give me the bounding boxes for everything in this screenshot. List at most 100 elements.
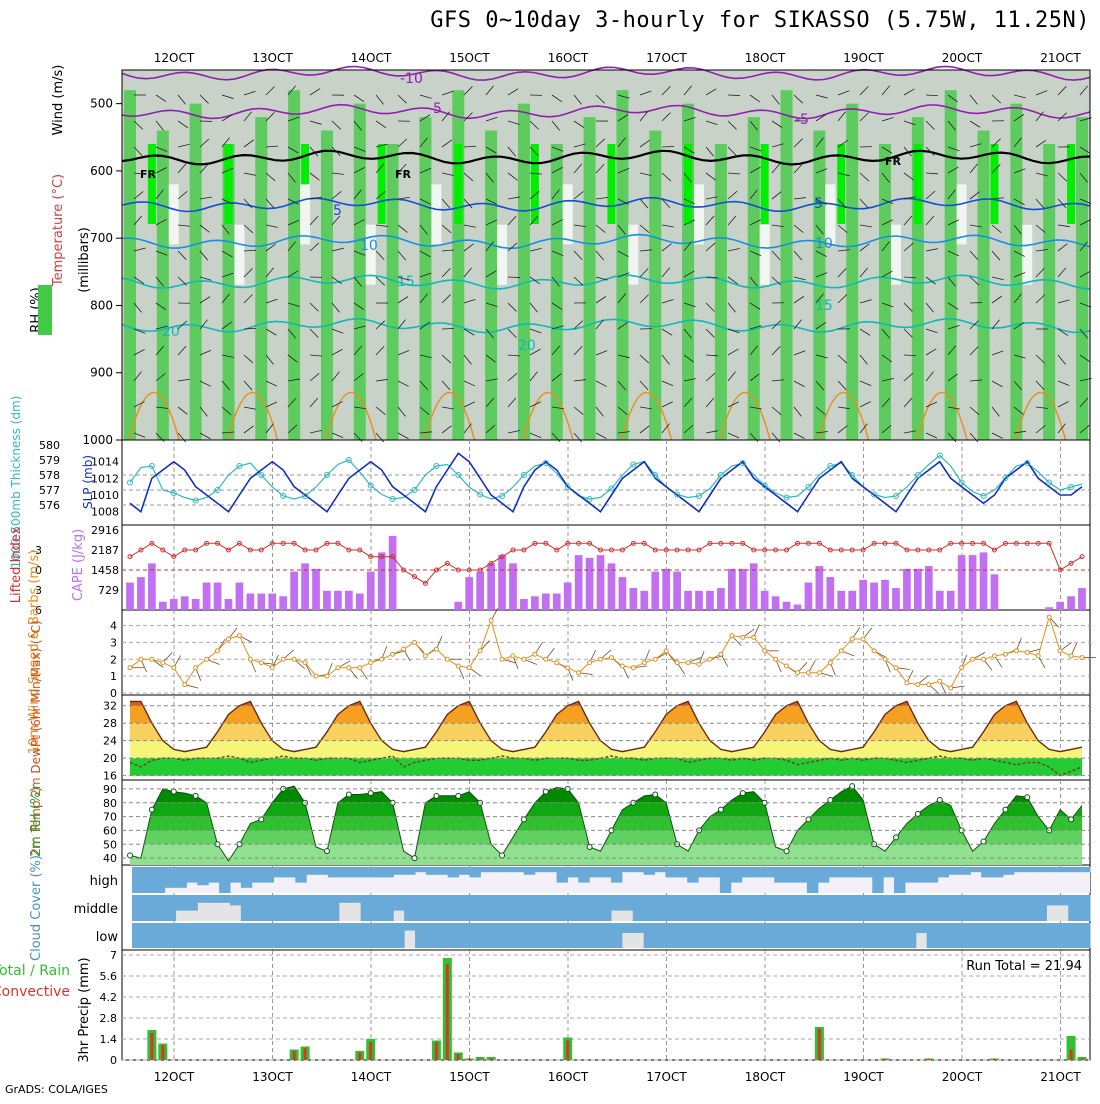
wind-speed-point bbox=[992, 654, 996, 658]
cloud-bar bbox=[687, 923, 698, 948]
cloud-bar bbox=[241, 867, 252, 888]
wind-barb bbox=[728, 95, 740, 96]
cloud-bar bbox=[720, 867, 731, 893]
precip-convective-bar bbox=[304, 1048, 307, 1060]
cape-bar bbox=[816, 566, 824, 610]
contour-label: 5 bbox=[333, 203, 342, 219]
precip-convective-bar bbox=[993, 1059, 996, 1061]
cloud-bar bbox=[524, 923, 535, 948]
precip-convective-bar bbox=[358, 1053, 361, 1061]
cloud-bar bbox=[927, 895, 938, 921]
cloud-bar bbox=[1003, 895, 1014, 921]
cloud-bar bbox=[372, 895, 383, 921]
cape-bar bbox=[323, 591, 331, 610]
precip-convective-bar bbox=[457, 1054, 460, 1060]
cloud-bar bbox=[1036, 895, 1047, 921]
panel-frame-li bbox=[122, 525, 1090, 610]
cape-bar bbox=[662, 569, 670, 610]
cloud-bar bbox=[1003, 923, 1014, 948]
rh-column bbox=[584, 117, 596, 440]
cloud-layer-label: high bbox=[90, 874, 118, 889]
panel-axis-title: CAPE (J/kg) bbox=[71, 529, 86, 601]
cloud-bar bbox=[274, 895, 285, 921]
cloud-bar bbox=[426, 867, 437, 875]
rh-point bbox=[718, 807, 723, 812]
cloud-bar bbox=[263, 923, 274, 948]
wind-speed-point bbox=[391, 652, 395, 656]
cloud-bar bbox=[709, 923, 720, 948]
cloud-bar bbox=[742, 895, 753, 921]
thickness-tick-label: 576 bbox=[39, 499, 60, 512]
wind-speed-point bbox=[336, 666, 340, 670]
cape-tick-label: 2187 bbox=[91, 544, 119, 557]
cape-bar bbox=[356, 594, 364, 610]
cloud-bar bbox=[393, 923, 404, 948]
cape-bar bbox=[597, 555, 605, 610]
cape-bar bbox=[651, 572, 659, 610]
cloud-bar bbox=[861, 923, 872, 948]
rh-dry-cell bbox=[497, 225, 507, 285]
cape-bar bbox=[684, 591, 692, 610]
cape-bar bbox=[936, 591, 944, 610]
cape-bar bbox=[170, 599, 178, 610]
temp-band bbox=[122, 697, 1090, 706]
precip-convective-bar bbox=[435, 1042, 438, 1060]
cape-bar bbox=[203, 583, 211, 610]
cloud-bar bbox=[535, 923, 546, 948]
wind-speed-point bbox=[599, 657, 603, 661]
cloud-bar bbox=[372, 867, 383, 877]
cloud-bar bbox=[589, 923, 600, 948]
cloud-bar bbox=[1014, 867, 1025, 872]
rh-point bbox=[434, 793, 439, 798]
cloud-bar bbox=[948, 895, 959, 921]
cloud-bar bbox=[197, 867, 208, 885]
cloud-bar bbox=[480, 867, 491, 872]
cloud-bar bbox=[611, 895, 622, 911]
panel-axis-title: Lifted Index bbox=[9, 526, 24, 603]
cloud-bar bbox=[1036, 923, 1047, 948]
wind-tick-label: 0 bbox=[110, 687, 117, 700]
date-tick-label-bottom: 19OCT bbox=[843, 1070, 884, 1084]
rh-dry-cell bbox=[694, 184, 704, 244]
cloud-bar bbox=[469, 923, 480, 948]
cape-bar bbox=[859, 580, 867, 610]
rh-point bbox=[740, 791, 745, 796]
cape-bar bbox=[772, 596, 780, 610]
cloud-bar bbox=[731, 867, 742, 883]
cloud-bar bbox=[872, 867, 883, 893]
cloud-bar bbox=[840, 923, 851, 948]
rh-column bbox=[485, 131, 497, 440]
cloud-bar bbox=[622, 867, 633, 872]
cloud-bar bbox=[415, 895, 426, 921]
wind-speed-point bbox=[533, 652, 537, 656]
cloud-bar bbox=[448, 895, 459, 921]
cloud-bar bbox=[622, 923, 633, 933]
rh-tick-label: 40 bbox=[103, 852, 117, 865]
wind-speed-point bbox=[248, 657, 252, 661]
cloud-bar bbox=[992, 867, 1003, 877]
wind-speed-point bbox=[960, 666, 964, 670]
cloud-bar bbox=[197, 923, 208, 948]
cape-bar bbox=[367, 572, 375, 610]
cloud-bar bbox=[437, 923, 448, 948]
cape-tick-label: 1458 bbox=[91, 564, 119, 577]
wind-speed-point bbox=[1047, 615, 1051, 619]
precip-tick-label: 2.8 bbox=[100, 1012, 118, 1025]
wind-speed-point bbox=[478, 649, 482, 653]
cape-bar bbox=[378, 552, 386, 610]
slp-tick-label: 1010 bbox=[91, 489, 119, 502]
panel-axis-title: SLP (mb) bbox=[81, 455, 95, 509]
cape-bar bbox=[1056, 602, 1064, 610]
cloud-bar bbox=[350, 895, 361, 903]
rh-dry-cell bbox=[891, 225, 901, 285]
cloud-bar bbox=[665, 867, 676, 877]
cloud-bar bbox=[905, 895, 916, 921]
cloud-bar bbox=[393, 895, 404, 911]
wind-speed-point bbox=[577, 671, 581, 675]
contour-label: 5 bbox=[814, 196, 823, 212]
cape-bar bbox=[542, 594, 550, 610]
cloud-bar bbox=[208, 923, 219, 948]
cloud-bar bbox=[143, 923, 154, 948]
